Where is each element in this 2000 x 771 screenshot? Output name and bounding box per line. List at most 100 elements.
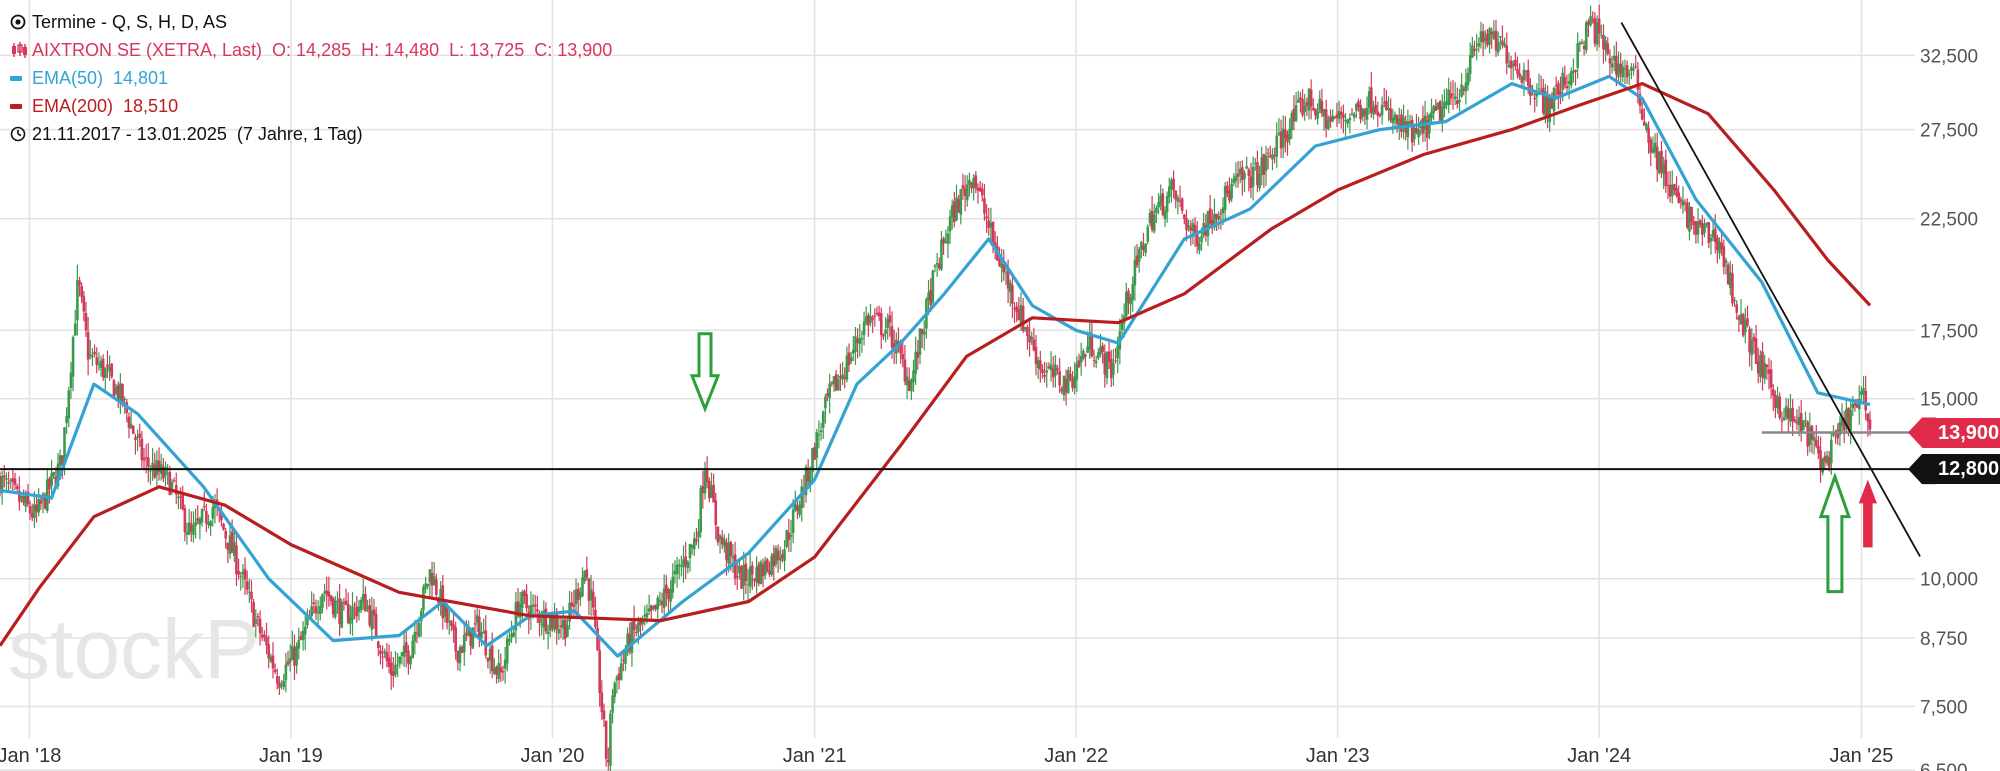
candle-body [263,634,266,638]
candle [1069,366,1072,382]
candle-body [1600,34,1603,36]
candle-body [1077,360,1081,367]
candle [1580,38,1584,45]
candle [548,616,552,638]
candle [346,592,350,625]
candle-body [901,353,905,360]
candle-body [424,583,427,589]
candle [761,558,765,587]
candle [293,634,296,680]
candle-body [1253,162,1257,164]
candle [660,592,664,613]
candle [179,487,182,510]
candle-body [1451,94,1455,96]
candle [192,511,195,543]
candle [1511,60,1515,81]
candle [1148,208,1152,227]
candle [318,596,322,621]
candle-body [392,671,395,677]
candle-body [583,571,586,582]
candle [252,598,255,628]
candle-body [456,650,460,663]
candle-body [1447,89,1451,106]
candle-body [793,503,797,510]
candle [497,649,500,683]
candle [1223,181,1227,220]
candle-body [110,363,114,377]
legend-row-ema200[interactable]: EMA(200) 18,510 [10,92,622,120]
candle-body [813,447,816,460]
candle [1774,390,1777,419]
candle [1294,92,1298,123]
candle [5,472,8,491]
candle [368,598,372,628]
candle-body [323,591,326,594]
candle [970,181,973,194]
candle [1741,312,1745,338]
candle-body [243,568,247,580]
candle-body [465,632,468,635]
candle-body [611,695,614,713]
candle [177,491,180,510]
candle-body [297,640,301,649]
candle-body [632,618,636,630]
candle-body [1354,104,1358,111]
candle-body [852,349,855,354]
candle [1352,111,1356,122]
legend-row-range[interactable]: 21.11.2017 - 13.01.2025 (7 Jahre, 1 Tag) [10,120,622,148]
candle [1737,314,1741,333]
candle-body [1574,69,1577,73]
candle-body [450,620,453,626]
clock-icon [10,126,32,142]
candle [1256,150,1259,193]
candle-body [937,263,941,269]
candle [860,330,864,353]
candle-body [1817,445,1820,454]
candle [1481,23,1485,57]
candle-body [953,201,956,223]
candle-body [478,616,481,639]
candle [1498,35,1502,51]
candle-body [1509,60,1513,69]
candle-body [910,379,913,392]
candle [557,616,561,640]
candle [478,609,481,648]
candle [1782,408,1786,421]
candle-body [604,720,608,759]
candle-body [402,645,406,657]
candle-body [1649,139,1653,153]
candle-body [1217,215,1221,220]
candle-body [228,535,232,554]
candle-body [93,351,96,355]
candle-body [33,504,36,518]
legend-row-instrument[interactable]: AIXTRON SE (XETRA, Last) O: 14,285 H: 14… [10,36,622,64]
candle-body [884,329,887,335]
candle [1701,215,1704,246]
legend-row-termine[interactable]: Termine - Q, S, H, D, AS [10,8,622,36]
candle [806,459,810,490]
candle-body [376,641,380,649]
candle [1619,52,1622,83]
candle-body [1036,359,1040,369]
candle [37,488,40,517]
candle [920,328,924,349]
candle-body [239,575,243,577]
candle-body [1591,19,1595,22]
candle-body [471,627,475,649]
candle-body [202,506,206,508]
candle-body [1258,173,1261,189]
candle [1731,264,1734,307]
candle [1180,197,1184,215]
candle-body [149,470,152,472]
candle [265,622,268,655]
candle-body [1490,31,1494,35]
candle-body [1215,213,1218,219]
candle [495,665,498,684]
candle [45,469,49,514]
legend-row-ema50[interactable]: EMA(50) 14,801 [10,64,622,92]
candle [28,500,32,521]
target-icon [10,14,32,30]
candle [763,556,767,580]
candle [1195,220,1199,254]
